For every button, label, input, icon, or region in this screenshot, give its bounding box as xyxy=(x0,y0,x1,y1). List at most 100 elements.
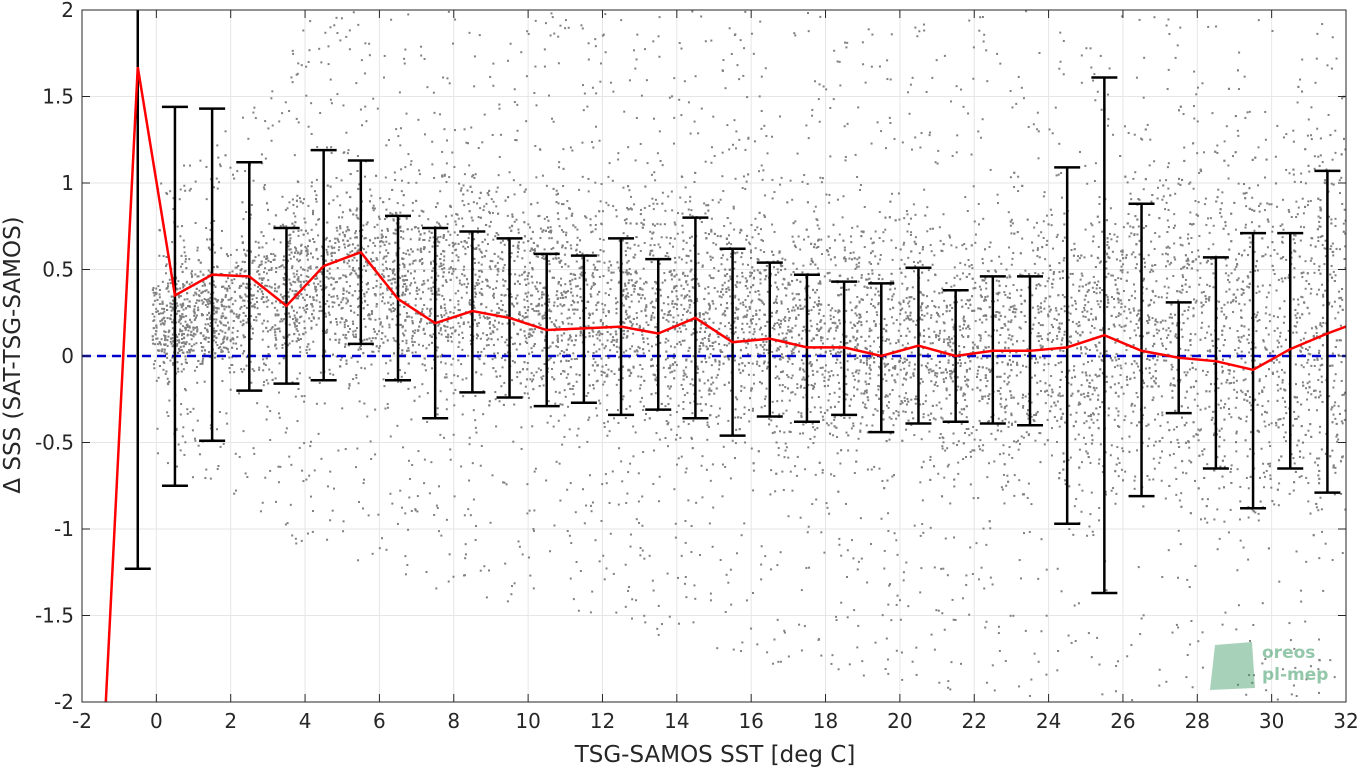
scatter-point-4067 xyxy=(1321,244,1324,247)
scatter-point-1233 xyxy=(622,288,625,291)
scatter-point-184 xyxy=(791,362,794,365)
scatter-point-992 xyxy=(856,295,859,298)
scatter-point-4835 xyxy=(367,314,370,317)
scatter-point-4214 xyxy=(604,292,607,295)
scatter-point-645 xyxy=(1177,441,1180,444)
scatter-point-691 xyxy=(429,236,432,239)
scatter-point-4582 xyxy=(868,366,871,369)
scatter-point-362 xyxy=(1338,179,1341,182)
scatter-point-741 xyxy=(808,329,811,332)
scatter-point-1200 xyxy=(523,278,526,281)
scatter-point-739 xyxy=(862,401,865,404)
scatter-point-4019 xyxy=(709,353,712,356)
scatter-point-21 xyxy=(1233,370,1236,373)
scatter-point-524 xyxy=(840,350,843,353)
scatter-point-3921 xyxy=(749,318,752,321)
scatter-point-938 xyxy=(1154,418,1157,421)
scatter-point-701 xyxy=(832,374,835,377)
scatter-point-4549 xyxy=(523,334,526,337)
scatter-point-4581 xyxy=(638,347,641,350)
scatter-point-3843 xyxy=(1069,413,1072,416)
scatter-point-1286 xyxy=(365,251,368,254)
scatter-point-94 xyxy=(962,458,965,461)
scatter-point-693 xyxy=(453,231,456,234)
scatter-point-4201 xyxy=(485,278,488,281)
scatter-point-95 xyxy=(389,212,392,215)
scatter-point-142 xyxy=(862,361,865,364)
scatter-point-4800 xyxy=(1038,335,1041,338)
scatter-point-591 xyxy=(255,316,258,319)
scatter-point-4839 xyxy=(1277,418,1280,421)
scatter-point-507 xyxy=(587,190,590,193)
scatter-point-26 xyxy=(256,300,259,303)
scatter-point-462 xyxy=(1229,356,1232,359)
scatter-point-588 xyxy=(664,209,667,212)
scatter-point-113 xyxy=(351,320,354,323)
scatter-point-1241 xyxy=(829,309,832,312)
scatter-point-4588 xyxy=(1080,352,1083,355)
scatter-point-3918 xyxy=(737,308,740,311)
scatter-point-4502 xyxy=(421,257,424,260)
scatter-point-3885 xyxy=(651,300,654,303)
scatter-point-4692 xyxy=(1106,295,1109,298)
scatter-point-713 xyxy=(905,317,908,320)
scatter-point-4833 xyxy=(734,416,737,419)
scatter-point-4626 xyxy=(758,328,761,331)
scatter-point-1027 xyxy=(1025,365,1028,368)
scatter-point-4881 xyxy=(1006,362,1009,365)
scatter-point-4485 xyxy=(1333,379,1336,382)
scatter-point-574 xyxy=(1208,231,1211,234)
scatter-point-821 xyxy=(543,363,546,366)
scatter-point-859 xyxy=(154,359,157,362)
scatter-point-911 xyxy=(307,245,310,248)
scatter-point-1267 xyxy=(708,307,711,310)
scatter-point-1296 xyxy=(1132,410,1135,413)
scatter-point-707 xyxy=(640,375,643,378)
scatter-point-4590 xyxy=(643,218,646,221)
scatter-point-4893 xyxy=(676,330,679,333)
scatter-point-4057 xyxy=(1292,489,1295,492)
scatter-point-4046 xyxy=(319,285,322,288)
scatter-point-946 xyxy=(933,330,936,333)
scatter-point-895 xyxy=(1133,404,1136,407)
scatter-point-567 xyxy=(1082,436,1085,439)
scatter-point-1318 xyxy=(1211,112,1214,115)
scatter-point-1375 xyxy=(463,283,466,286)
scatter-point-1368 xyxy=(785,409,788,412)
scatter-point-22 xyxy=(926,295,929,298)
scatter-point-143 xyxy=(475,246,478,249)
scatter-point-352 xyxy=(1227,274,1230,277)
scatter-point-4142 xyxy=(1276,316,1279,319)
scatter-point-3943 xyxy=(1221,333,1224,336)
scatter-point-4780 xyxy=(750,301,753,304)
scatter-point-4867 xyxy=(1319,208,1322,211)
scatter-point-4638 xyxy=(1234,300,1237,303)
scatter-point-201 xyxy=(506,288,509,291)
scatter-point-580 xyxy=(474,273,477,276)
scatter-point-502 xyxy=(452,311,455,314)
scatter-point-4653 xyxy=(919,290,922,293)
scatter-point-4401 xyxy=(1239,485,1242,488)
scatter-point-1215 xyxy=(889,308,892,311)
scatter-point-302 xyxy=(366,264,369,267)
scatter-point-4503 xyxy=(494,265,497,268)
scatter-point-758 xyxy=(448,271,451,274)
scatter-point-4566 xyxy=(618,367,621,370)
scatter-point-801 xyxy=(654,378,657,381)
scatter-point-463 xyxy=(485,224,488,227)
scatter-point-3982 xyxy=(337,240,340,243)
scatter-point-4462 xyxy=(163,310,166,313)
scatter-point-629 xyxy=(827,371,830,374)
scatter-point-1288 xyxy=(1261,284,1264,287)
scatter-point-1476 xyxy=(744,277,747,280)
scatter-point-4112 xyxy=(445,398,448,401)
scatter-point-1117 xyxy=(1067,382,1070,385)
scatter-point-731 xyxy=(640,310,643,313)
scatter-point-3879 xyxy=(1186,267,1189,270)
scatter-point-483 xyxy=(303,268,306,271)
scatter-point-769 xyxy=(390,303,393,306)
scatter-point-4541 xyxy=(1049,208,1052,211)
scatter-point-704 xyxy=(389,308,392,311)
scatter-point-3833 xyxy=(933,304,936,307)
scatter-point-610 xyxy=(1094,162,1097,165)
